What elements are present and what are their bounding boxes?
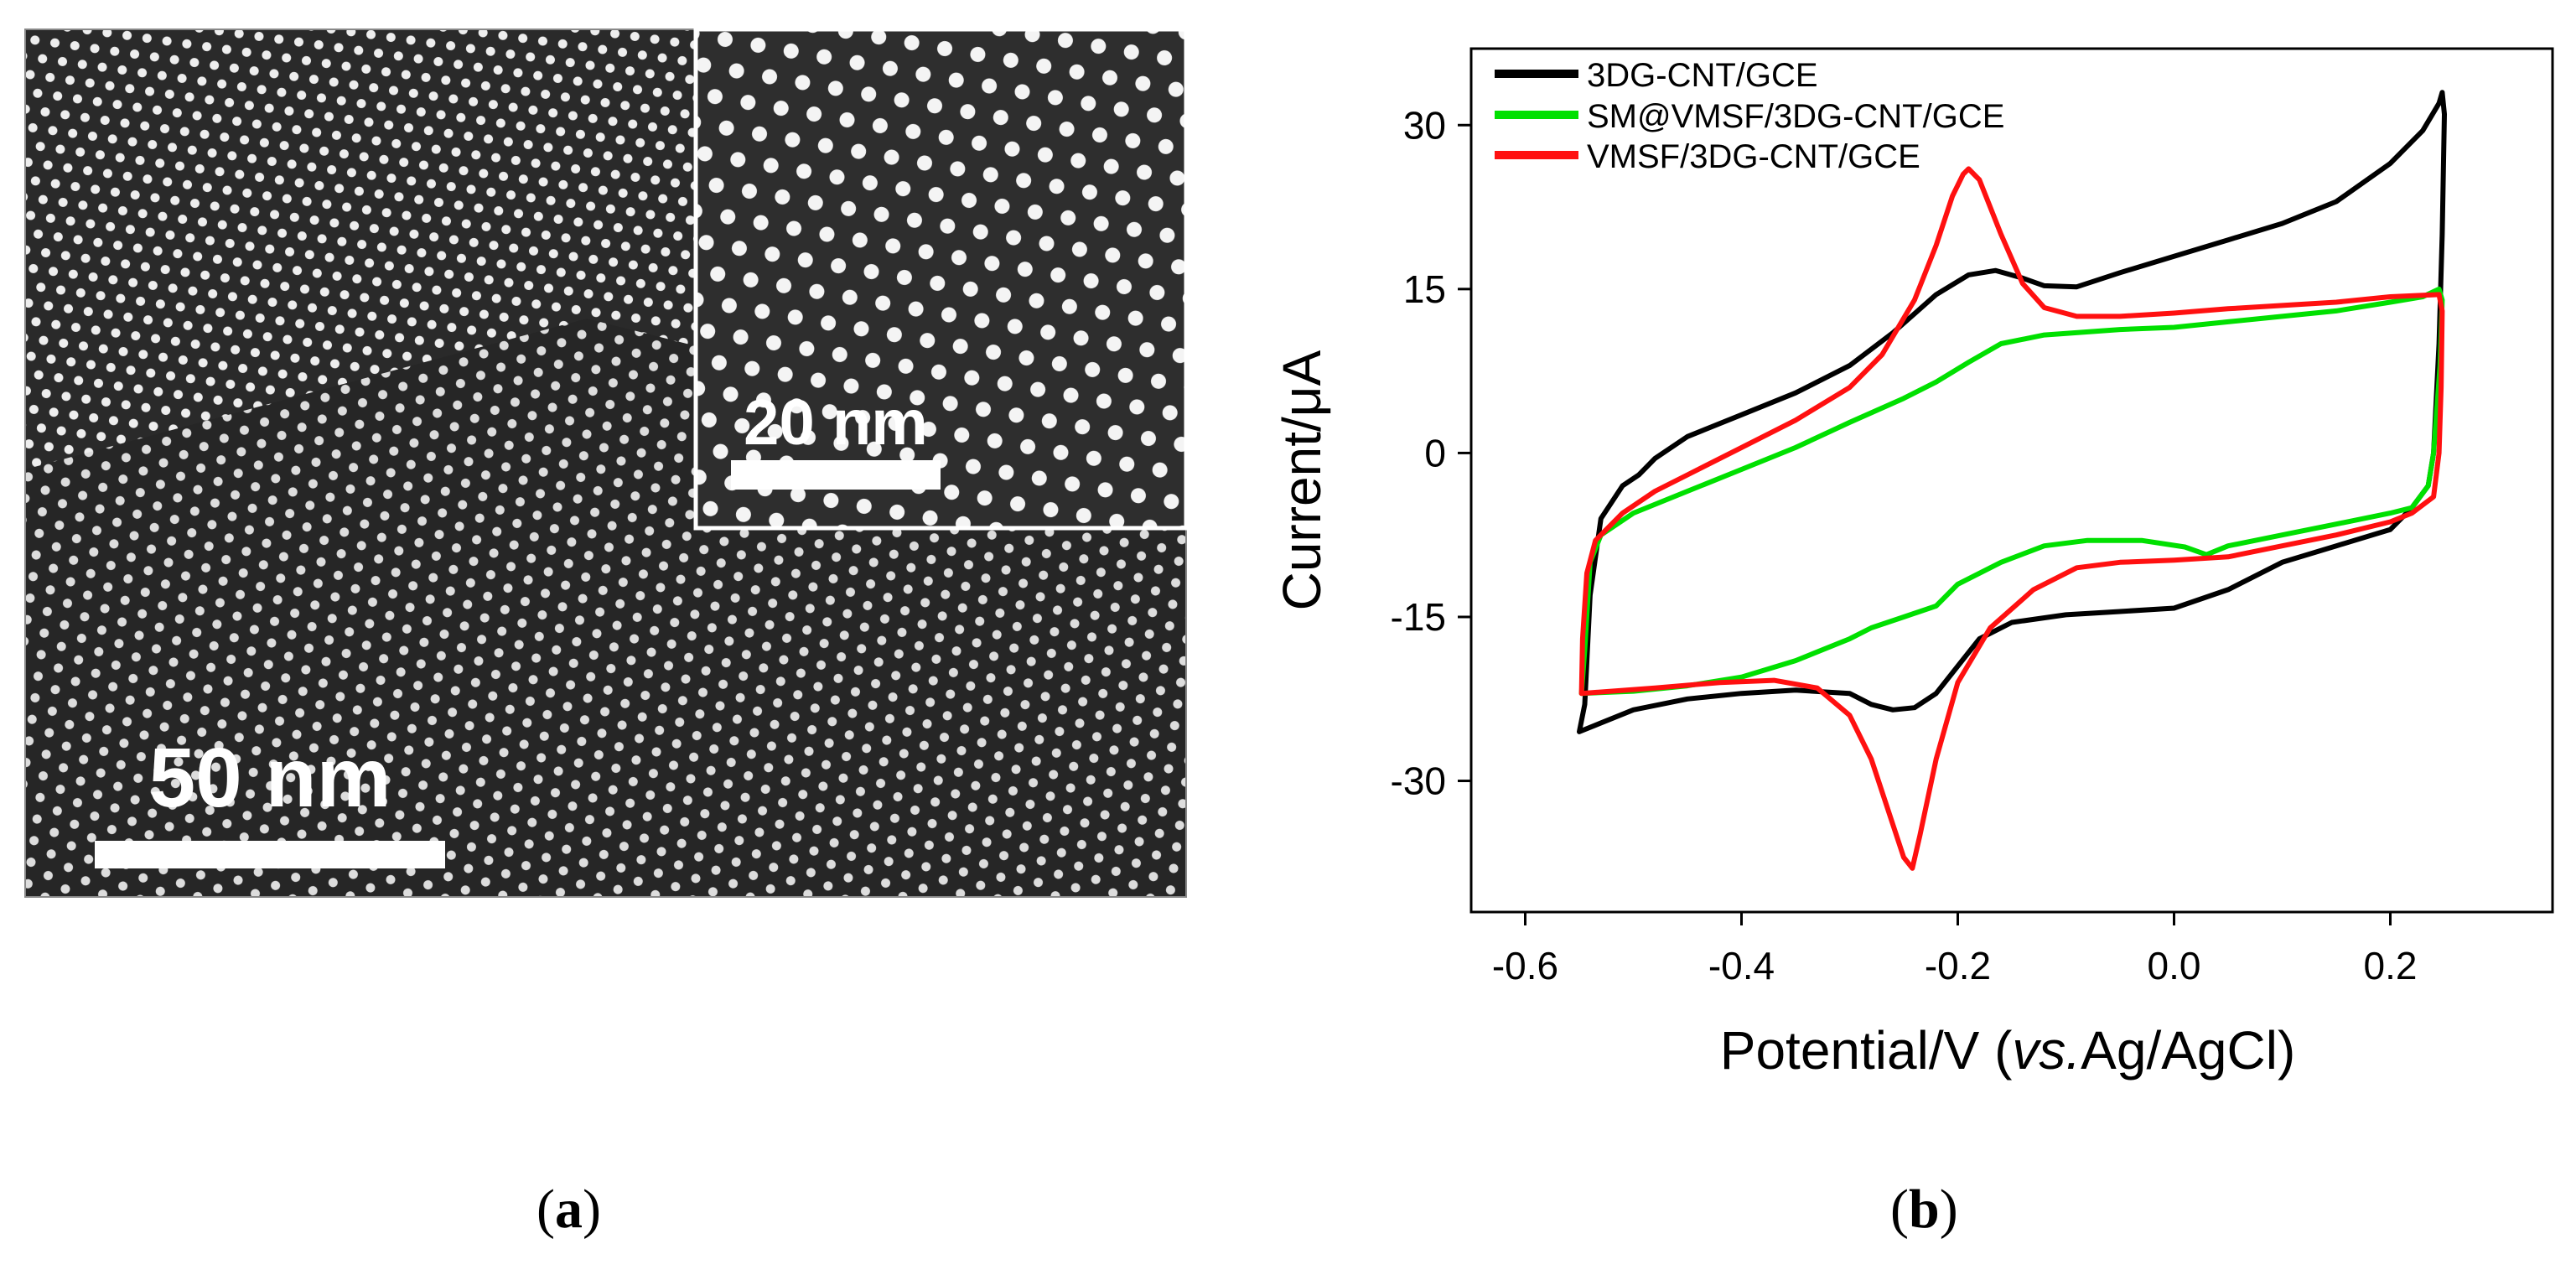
x-axis-ticks: -0.6 -0.4 -0.2 0.0 0.2 — [1492, 912, 2418, 987]
x-tick-label: 0.2 — [2364, 944, 2418, 987]
main-scale-bar — [95, 841, 445, 868]
legend-label-2: VMSF/3DG-CNT/GCE — [1587, 138, 1920, 175]
inset-scale-bar — [731, 460, 941, 490]
x-tick-label: 0.0 — [2148, 944, 2201, 987]
plot-frame — [1469, 47, 2554, 914]
y-tick-label: 30 — [1403, 103, 1446, 147]
series-group — [1577, 90, 2447, 871]
legend-label-0: 3DG-CNT/GCE — [1587, 57, 1818, 94]
series-line-2 — [1578, 166, 2445, 871]
x-tick-label: -0.2 — [1925, 944, 1991, 987]
caption-a: (a) — [536, 1179, 601, 1240]
y-tick-label: 15 — [1403, 267, 1446, 311]
main-scale-label: 50 nm — [148, 731, 391, 825]
inset-scale-label: 20 nm — [744, 387, 928, 459]
legend-label-1: SM@VMSF/3DG-CNT/GCE — [1587, 98, 2004, 135]
y-tick-label: 0 — [1424, 431, 1446, 474]
series-line-0 — [1577, 90, 2447, 734]
tem-micrograph: 20 nm 50 nm — [24, 27, 1189, 898]
x-axis-label: Potential/V (vs.Ag/AgCl) — [1720, 1020, 2296, 1081]
y-tick-label: -30 — [1391, 759, 1446, 803]
y-axis-ticks: 30 15 0 -15 -30 — [1391, 103, 1471, 803]
x-tick-label: -0.6 — [1492, 944, 1558, 987]
caption-b: (b) — [1890, 1179, 1958, 1240]
legend: 3DG-CNT/GCE SM@VMSF/3DG-CNT/GCE VMSF/3DG… — [1495, 57, 2004, 175]
x-tick-label: -0.4 — [1708, 944, 1775, 987]
tem-inset: 20 nm — [693, 27, 1189, 531]
y-axis-label: Current/μA — [1272, 350, 1332, 610]
y-tick-label: -15 — [1391, 595, 1446, 639]
cv-chart: -0.6 -0.4 -0.2 0.0 0.2 30 15 0 -15 -30 Current/μ… — [1272, 47, 2554, 1081]
